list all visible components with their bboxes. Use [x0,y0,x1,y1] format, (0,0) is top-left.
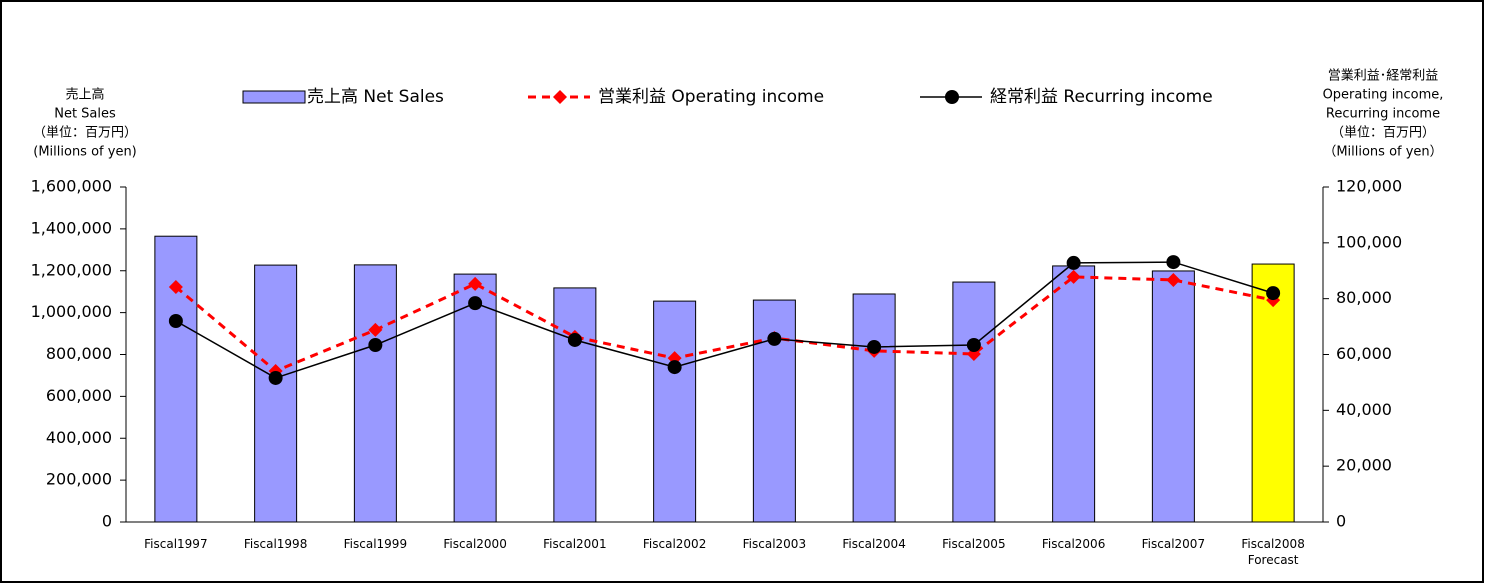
y-tick-label: 200,000 [46,470,112,489]
marker [567,332,582,347]
legend-label: 営業利益 Operating income [598,87,824,107]
y2-tick-label: 100,000 [1336,232,1402,251]
line [175,261,1274,379]
legend-label: 売上高 Net Sales [307,87,444,107]
marker [1266,286,1281,301]
x-tick-label: Fiscal2005 [942,537,1005,551]
x-tick-label: Fiscal2004 [842,537,905,551]
y2-axis-label: （Millions of yen） [1323,145,1442,160]
marker [1066,255,1081,270]
legend-swatch [242,90,306,104]
y2-axis-label: （単位：百万円） [1331,125,1435,141]
x-tick-label: Fiscal2002 [643,537,706,551]
bar [353,264,397,523]
bar [254,264,298,523]
y-tick-label: 1,600,000 [31,177,112,196]
y-axis-label: (Millions of yen) [33,145,137,160]
legend-label: 経常利益 Recurring income [990,87,1213,107]
y-tick-label: 800,000 [46,344,112,363]
y2-axis-label: Recurring income [1326,107,1440,122]
marker [1066,269,1081,284]
bar [653,300,697,523]
x-tick-label: Fiscal2007 [1142,537,1205,551]
marker [867,339,882,354]
y-tick-label: 0 [102,512,112,531]
y2-tick-label: 40,000 [1336,400,1392,419]
y-axis-label: （単位：百万円） [33,125,137,141]
legend-marker [945,90,959,104]
marker [1166,255,1181,270]
marker [966,338,981,353]
x-tick-label: Fiscal1998 [244,537,307,551]
marker [767,331,782,346]
y-tick-label: 1,200,000 [31,260,112,279]
marker [667,360,682,375]
bar [1052,265,1096,523]
y-axis-label: Net Sales [54,107,116,122]
x-tick-label: Fiscal1999 [344,537,407,551]
x-tick-label: Fiscal1997 [144,537,207,551]
y2-tick-label: 60,000 [1336,344,1392,363]
y-tick-label: 1,400,000 [31,218,112,237]
marker [268,370,283,385]
y2-axis-label: Operating income, [1323,88,1444,103]
x-tick-label: Fiscal2008 Forecast [1241,537,1304,567]
y2-tick-label: 80,000 [1336,288,1392,307]
marker [168,279,183,294]
legend-marker [553,90,567,104]
marker [368,322,383,337]
bar [154,235,198,523]
y-tick-label: 1,000,000 [31,302,112,321]
bar [852,293,896,523]
marker [168,314,183,328]
y-axis-label: 売上高 [65,87,104,103]
bar [952,281,996,523]
bar [453,273,497,523]
marker [1166,272,1181,287]
x-tick-label: Fiscal2001 [543,537,606,551]
bar [553,287,597,523]
marker [468,276,483,291]
y2-axis-label: 営業利益･経常利益 [1328,68,1439,84]
y2-tick-label: 20,000 [1336,456,1392,475]
y2-tick-label: 0 [1336,512,1346,531]
y-tick-label: 600,000 [46,386,112,405]
marker [368,338,383,353]
x-tick-label: Fiscal2003 [743,537,806,551]
bar [1151,270,1195,523]
x-tick-label: Fiscal2006 [1042,537,1105,551]
marker [468,296,483,311]
y-tick-label: 400,000 [46,428,112,447]
x-tick-label: Fiscal2000 [443,537,506,551]
y2-tick-label: 120,000 [1336,177,1402,196]
